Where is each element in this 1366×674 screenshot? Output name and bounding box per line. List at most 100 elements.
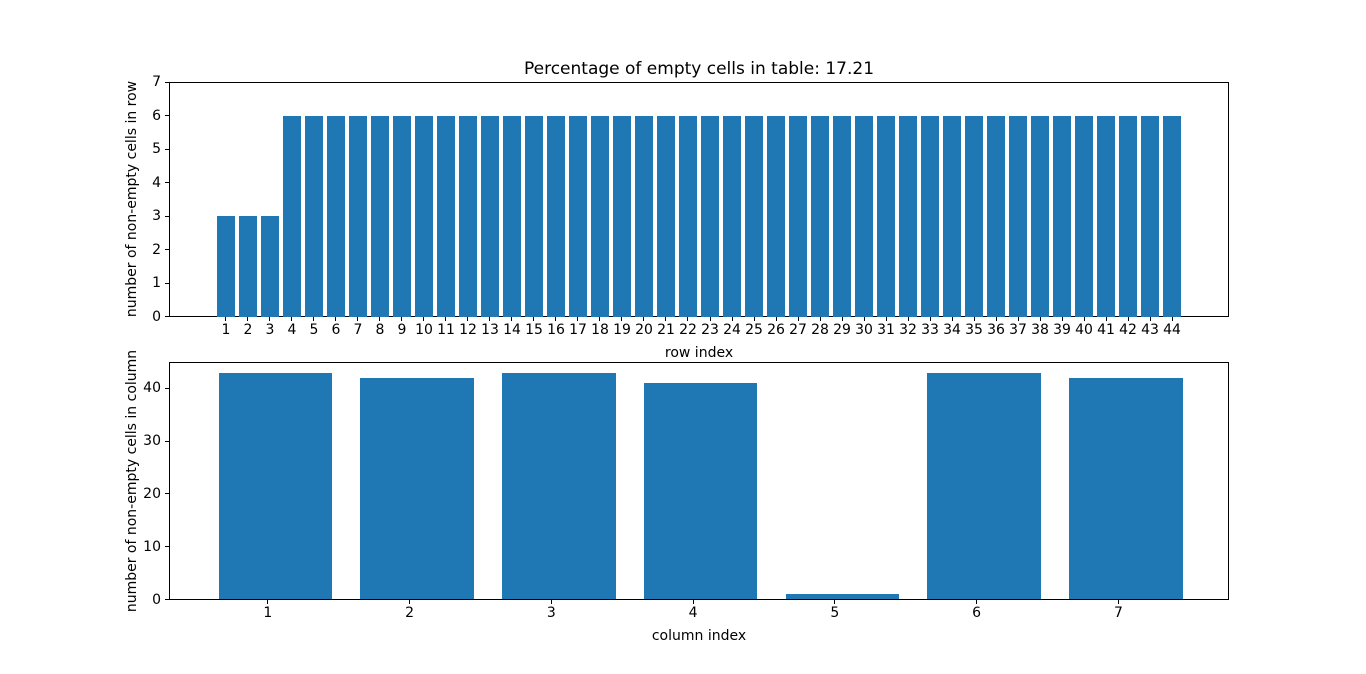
x-tick-label: 32: [899, 322, 917, 338]
bar: [987, 115, 1005, 317]
x-tick: [1105, 316, 1107, 321]
x-tick: [687, 316, 689, 321]
x-tick-label: 8: [375, 322, 385, 338]
x-tick-label: 19: [613, 322, 631, 338]
x-tick: [291, 316, 293, 321]
x-tick: [731, 316, 733, 321]
bar: [643, 383, 758, 600]
bar: [767, 115, 785, 317]
y-tick: [165, 599, 169, 600]
x-tick-label: 6: [972, 605, 982, 621]
x-tick: [489, 316, 491, 321]
x-tick-label: 15: [525, 322, 543, 338]
bar: [635, 115, 653, 317]
bar: [459, 115, 477, 317]
y-tick: [165, 249, 169, 250]
y-tick-label: 1: [152, 275, 161, 291]
bar: [679, 115, 697, 317]
x-tick-label: 9: [397, 322, 407, 338]
x-tick-label: 5: [309, 322, 319, 338]
bar: [701, 115, 719, 317]
x-tick-label: 30: [855, 322, 873, 338]
x-tick-label: 41: [1097, 322, 1115, 338]
x-tick-label: 4: [688, 605, 698, 621]
x-tick: [797, 316, 799, 321]
x-tick: [1039, 316, 1041, 321]
x-tick-label: 2: [405, 605, 415, 621]
row-chart-axes: [169, 82, 1229, 317]
bar: [283, 115, 301, 317]
x-tick: [841, 316, 843, 321]
bar: [525, 115, 543, 317]
x-tick-label: 35: [965, 322, 983, 338]
x-tick: [533, 316, 535, 321]
bar: [613, 115, 631, 317]
bar: [1097, 115, 1115, 317]
x-tick: [834, 599, 836, 604]
x-tick: [1127, 316, 1129, 321]
y-tick: [165, 546, 169, 548]
x-tick-label: 2: [243, 322, 253, 338]
bar: [481, 115, 499, 317]
x-tick: [1083, 316, 1085, 321]
x-tick-label: 5: [830, 605, 840, 621]
y-tick-label: 0: [152, 591, 161, 608]
x-tick-label: 1: [263, 605, 273, 621]
bar: [1163, 115, 1181, 317]
y-tick: [165, 316, 169, 317]
x-tick: [555, 316, 557, 321]
bar: [217, 216, 235, 317]
bar: [927, 372, 1041, 600]
y-tick: [165, 282, 169, 284]
bar: [218, 372, 332, 600]
x-tick: [753, 316, 755, 321]
x-tick-label: 39: [1053, 322, 1071, 338]
y-tick: [165, 148, 169, 150]
bar: [569, 115, 587, 317]
chart-title: Percentage of empty cells in table: 17.2…: [523, 59, 875, 79]
x-tick-label: 29: [833, 322, 851, 338]
x-tick: [951, 316, 953, 321]
bar: [239, 216, 257, 317]
bar: [360, 377, 474, 600]
bar: [789, 115, 807, 317]
x-tick-label: 38: [1031, 322, 1049, 338]
x-tick-label: 22: [679, 322, 697, 338]
x-tick-label: 17: [569, 322, 587, 338]
bar: [921, 115, 939, 317]
x-tick-label: 18: [591, 322, 609, 338]
bar: [261, 216, 279, 317]
x-tick-label: 25: [745, 322, 763, 338]
x-tick: [409, 599, 411, 604]
x-tick-label: 7: [353, 322, 363, 338]
bar: [877, 115, 895, 317]
x-tick: [269, 316, 271, 321]
y-tick-label: 6: [152, 107, 161, 124]
x-tick: [550, 599, 552, 604]
bar: [899, 115, 917, 317]
bar: [855, 115, 873, 317]
x-tick: [621, 316, 623, 321]
x-tick-label: 44: [1163, 322, 1181, 338]
bar: [943, 115, 961, 317]
x-tick-label: 14: [503, 322, 521, 338]
x-tick: [665, 316, 667, 321]
bar: [547, 115, 565, 317]
y-tick: [165, 387, 169, 389]
x-tick: [335, 316, 337, 321]
bar: [503, 115, 521, 317]
x-tick: [313, 316, 315, 321]
x-tick-label: 12: [459, 322, 477, 338]
x-tick-label: 7: [1113, 605, 1123, 621]
bar: [502, 372, 616, 600]
x-tick: [995, 316, 997, 321]
x-tick: [267, 599, 269, 604]
bar: [657, 115, 675, 317]
y-tick-label: 7: [152, 74, 161, 90]
x-tick: [511, 316, 513, 321]
x-tick-label: 16: [547, 322, 565, 338]
y-tick-label: 2: [152, 241, 161, 258]
x-tick-label: 3: [265, 322, 275, 338]
x-tick: [247, 316, 249, 321]
